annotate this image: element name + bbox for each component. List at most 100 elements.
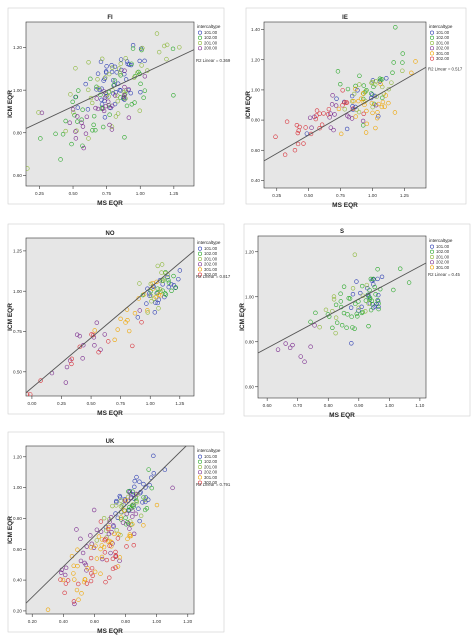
data-point [80,124,86,129]
data-point [333,302,339,308]
data-point [339,323,345,328]
data-point [98,59,104,65]
x-tick-label: 0.25 [57,401,66,406]
data-point [76,581,81,587]
data-point [358,96,364,101]
data-point [93,105,98,111]
data-point [339,131,344,137]
data-point [346,114,352,120]
data-point [391,287,396,293]
data-point [134,474,139,480]
data-point [74,128,79,133]
data-point [124,511,129,517]
data-point [317,125,322,131]
data-point [366,323,371,329]
series-201.00 [317,252,371,336]
x-axis-label: MS EQR [97,200,123,207]
y-tick-label: 0.80 [13,516,22,521]
legend-marker [430,56,435,61]
data-point [96,350,101,355]
data-point [73,136,79,141]
data-point [88,545,94,550]
data-point [92,569,98,575]
data-point [91,507,97,513]
data-point [321,111,326,116]
data-point [127,504,132,510]
data-point [58,570,64,575]
data-point [373,292,378,297]
data-point [379,104,385,110]
data-point [350,325,355,330]
data-point [307,115,313,120]
legend-marker [198,246,203,251]
data-point [107,112,112,117]
data-point [170,485,175,491]
x-tick-label: 0.80 [121,619,130,624]
data-point [93,127,98,133]
data-point [317,324,322,330]
data-point [113,553,118,558]
data-point [118,498,123,503]
data-point [333,315,339,320]
data-point [380,99,386,105]
fit-label: R2 Linear = 0.45 [428,272,461,277]
data-point [155,286,160,291]
data-point [84,581,90,586]
data-point [130,514,135,519]
data-point [114,500,119,505]
data-point [127,328,132,334]
legend-marker [430,40,435,45]
data-point [375,115,380,121]
x-tick-label: 1.00 [152,619,161,624]
data-point [69,361,74,367]
data-point [350,104,355,109]
data-point [110,503,115,509]
data-point [103,69,109,74]
data-point [319,122,325,127]
y-tick-label: 0.60 [13,547,22,552]
data-point [373,102,379,108]
series-202.00 [275,323,317,364]
data-point [85,566,90,571]
legend-entry: 202.00 [436,260,450,265]
data-point [292,148,298,153]
chart-panel-no: NO 0.00 0.25 0.50 0.75 1.00 1.25 0.50 0.75 1.00 1.… [7,223,231,417]
data-point [103,75,108,80]
data-point [129,61,134,66]
y-axis-label: ICM EQR [245,91,252,119]
data-point [151,471,156,476]
legend-marker [430,30,435,35]
data-point [130,42,136,48]
data-point [354,311,359,317]
data-point [102,332,107,337]
data-point [302,359,307,364]
data-point [26,166,30,171]
data-point [282,152,288,157]
data-point [409,70,414,75]
data-point [372,284,377,290]
data-point [367,287,372,293]
legend-marker [430,244,435,249]
data-point [358,290,363,296]
data-point [106,524,111,530]
data-point [63,380,69,385]
data-point [63,581,69,586]
data-point [70,107,76,112]
data-point [333,330,338,336]
data-point [116,66,122,71]
data-point [169,288,174,294]
data-point [366,301,371,306]
data-point [132,310,138,316]
fit-label: R2 Linear = 0.369 [196,58,231,63]
data-point [308,319,313,325]
data-point [131,542,136,548]
data-point [94,96,99,101]
data-point [124,544,129,549]
data-point [98,519,104,524]
data-point [354,279,359,284]
data-point [89,332,94,337]
data-point [71,110,76,115]
data-point [79,591,84,596]
data-point [314,108,320,113]
